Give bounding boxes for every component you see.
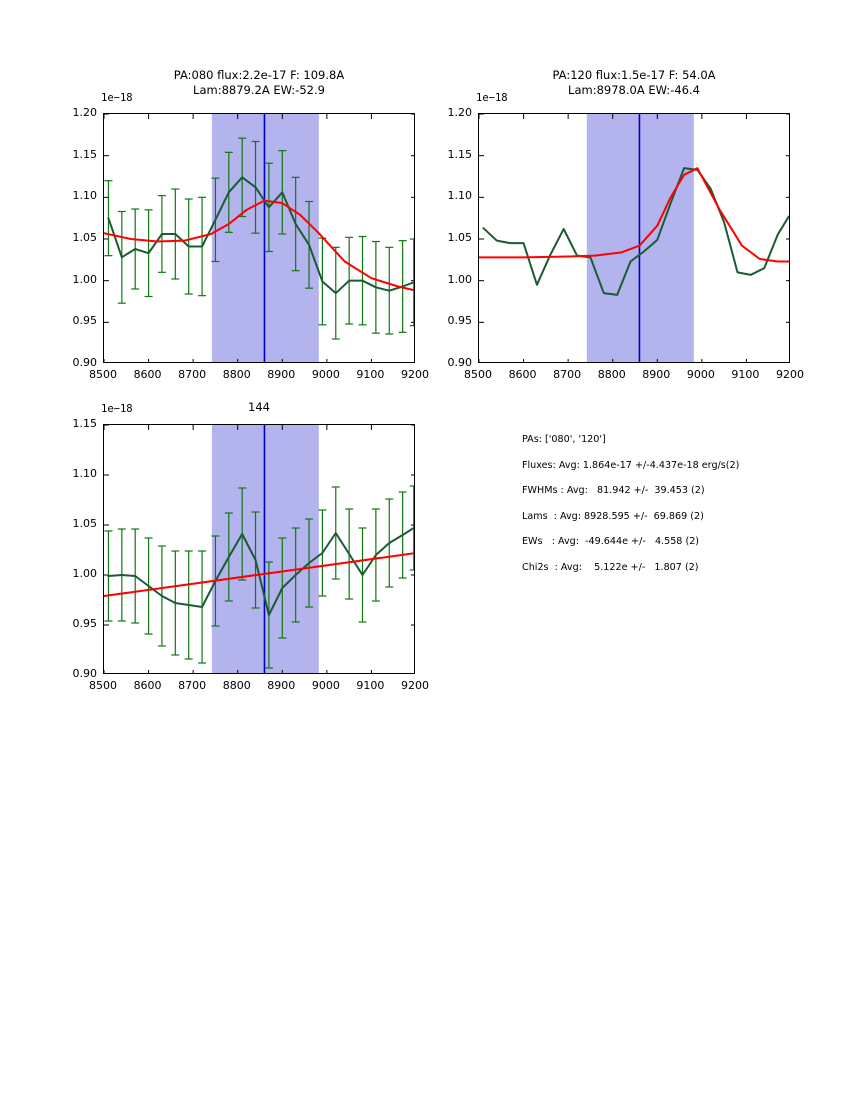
axes-frame: [478, 113, 790, 363]
summary-statistics-line: Chi2s : Avg: 5.122e +/- 1.807 (2): [522, 561, 699, 573]
x-tick-label: 9200: [776, 368, 804, 381]
x-tick-label: 9000: [686, 368, 715, 381]
y-tick-label: 1.00: [447, 272, 473, 286]
spectrum-line: [482, 167, 789, 296]
x-tick-label: 9100: [356, 679, 385, 692]
axes-frame: [103, 113, 415, 363]
y-tick-label: 0.90: [72, 356, 98, 369]
y-tick-label: 1.20: [447, 106, 473, 119]
y-tick-label: 1.10: [72, 189, 98, 203]
x-tick-label: 8700: [553, 368, 582, 381]
x-tick-label: 8600: [508, 368, 537, 381]
x-tick-label: 8900: [267, 679, 296, 692]
y-tick-label: 0.90: [447, 356, 473, 369]
wavelength-band: [586, 114, 694, 362]
y-tick-label: 1.00: [72, 272, 98, 286]
panel-title: PA:120 flux:1.5e-17 F: 54.0A Lam:8978.0A …: [552, 68, 716, 97]
y-axis-offset-label: 1e−18: [476, 92, 508, 104]
axes-frame: [103, 424, 415, 674]
y-axis-offset-label: 1e−18: [101, 403, 133, 415]
x-tick-label: 8800: [222, 368, 251, 381]
y-tick-label: 1.05: [72, 517, 98, 530]
panel-title: 144: [248, 400, 270, 414]
x-tick-label: 8500: [89, 679, 117, 692]
summary-statistics-block: PAs: ['080', '120'] Fluxes: Avg: 1.864e-1…: [522, 433, 739, 586]
x-tick-label: 9100: [356, 368, 385, 381]
fit-curve: [479, 167, 789, 263]
x-tick-label: 8600: [133, 679, 162, 692]
spectrum-line: [107, 176, 414, 295]
summary-statistics-line: Fluxes: Avg: 1.864e-17 +/-4.437e-18 erg/…: [522, 459, 740, 471]
y-tick-label: 1.10: [72, 467, 98, 480]
panel-title: PA:080 flux:2.2e-17 F: 109.8A Lam:8879.2A…: [173, 68, 345, 97]
spectrum-line: [107, 527, 414, 616]
x-tick-label: 9200: [401, 368, 429, 381]
x-tick-label: 8500: [464, 368, 492, 381]
fit-curve: [104, 552, 414, 597]
x-tick-label: 9100: [731, 368, 760, 381]
summary-statistics-line: PAs: ['080', '120']: [522, 434, 606, 445]
x-tick-label: 8500: [89, 368, 117, 381]
y-tick-label: 1.00: [72, 567, 98, 580]
y-tick-label: 1.15: [447, 147, 473, 161]
y-tick-label: 1.15: [72, 417, 98, 430]
y-tick-label: 1.05: [447, 231, 473, 244]
wavelength-band: [211, 114, 319, 362]
x-tick-label: 8700: [178, 679, 207, 692]
x-tick-label: 8900: [642, 368, 671, 381]
x-tick-label: 8800: [222, 679, 251, 692]
y-tick-label: 0.95: [447, 314, 473, 328]
x-tick-label: 8700: [178, 368, 207, 381]
y-tick-label: 0.95: [72, 314, 98, 328]
x-tick-label: 9000: [311, 679, 340, 692]
x-tick-label: 8600: [133, 368, 162, 381]
summary-statistics-line: Lams : Avg: 8928.595 +/- 69.869 (2): [522, 510, 704, 522]
y-tick-label: 1.15: [72, 147, 98, 161]
y-tick-label: 0.95: [72, 617, 98, 630]
y-axis-offset-label: 1e−18: [101, 92, 133, 104]
fit-curve: [104, 199, 414, 292]
x-tick-label: 8900: [267, 368, 296, 381]
y-tick-label: 1.20: [72, 106, 98, 119]
y-tick-label: 1.10: [447, 189, 473, 203]
wavelength-band: [211, 425, 319, 673]
y-tick-label: 1.05: [72, 231, 98, 244]
x-tick-label: 8800: [597, 368, 626, 381]
summary-statistics-line: FWHMs : Avg: 81.942 +/- 39.453 (2): [522, 485, 705, 496]
x-tick-label: 9000: [311, 368, 340, 381]
y-tick-label: 0.90: [72, 667, 98, 680]
x-tick-label: 9200: [401, 679, 429, 692]
summary-statistics-line: EWs : Avg: -49.644e +/- 4.558 (2): [522, 536, 700, 547]
